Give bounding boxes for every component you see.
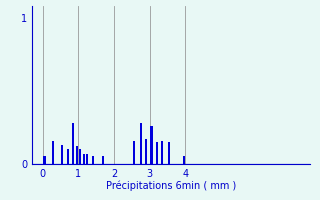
Bar <box>140 123 142 164</box>
Bar <box>83 154 85 164</box>
Bar <box>102 156 104 164</box>
Bar <box>145 139 147 164</box>
Bar <box>44 156 45 164</box>
Bar <box>79 149 81 164</box>
X-axis label: Précipitations 6min ( mm ): Précipitations 6min ( mm ) <box>106 180 236 191</box>
Bar <box>67 149 69 164</box>
Bar <box>86 154 88 164</box>
Bar <box>52 141 54 164</box>
Bar <box>72 123 74 164</box>
Bar <box>161 141 163 164</box>
Bar <box>156 142 158 164</box>
Bar <box>168 142 171 164</box>
Bar <box>150 126 153 164</box>
Bar <box>61 145 63 164</box>
Bar <box>183 156 185 164</box>
Bar <box>92 156 94 164</box>
Bar <box>133 141 135 164</box>
Bar <box>76 146 78 164</box>
